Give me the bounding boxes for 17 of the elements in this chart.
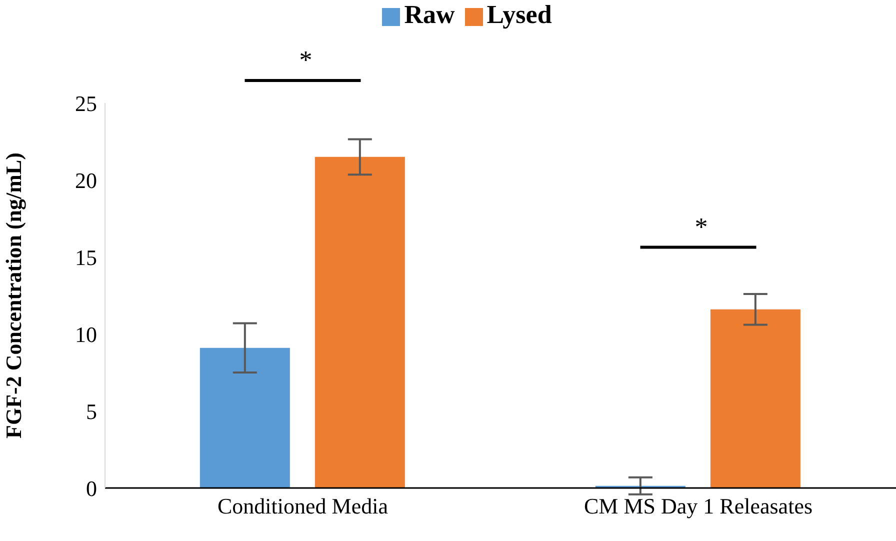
bar bbox=[200, 348, 290, 488]
y-tick-label: 15 bbox=[75, 244, 97, 270]
significance-bracket: * bbox=[244, 45, 361, 82]
y-axis-title: FGF-2 Concentration (ng/mL) bbox=[0, 152, 26, 438]
bar bbox=[314, 156, 405, 488]
annotation: * bbox=[694, 212, 708, 242]
y-tick-label: 0 bbox=[86, 476, 97, 501]
x-tick-label: CM MS Day 1 Releasates bbox=[584, 494, 813, 519]
y-tick-label: 25 bbox=[75, 90, 97, 116]
significance-bracket: * bbox=[640, 212, 756, 249]
y-tick-label: 20 bbox=[75, 168, 97, 193]
y-tick-label: 10 bbox=[75, 322, 97, 347]
legend-label: Raw bbox=[404, 0, 455, 29]
x-tick-label: Conditioned Media bbox=[218, 494, 388, 519]
legend-label: Lysed bbox=[486, 0, 552, 29]
y-tick-label: 5 bbox=[86, 398, 97, 424]
bar bbox=[710, 309, 800, 488]
